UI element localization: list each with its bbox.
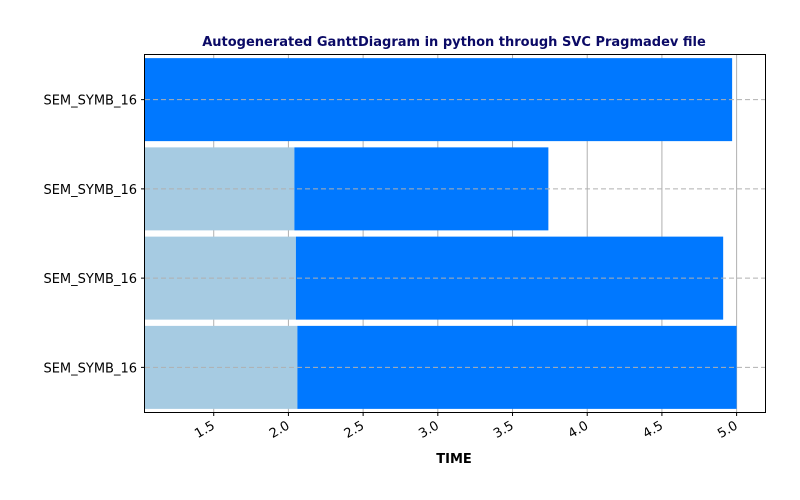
x-axis-label: TIME bbox=[436, 452, 472, 467]
y-grid bbox=[145, 99, 765, 368]
y-tick-label: SEM_SYMB_16 bbox=[43, 94, 137, 109]
y-tick-label: SEM_SYMB_16 bbox=[43, 361, 137, 376]
plot-frame bbox=[144, 54, 766, 413]
chart-title: Autogenerated GanttDiagram in python thr… bbox=[202, 35, 706, 50]
y-tick-label: SEM_SYMB_16 bbox=[43, 183, 137, 198]
y-tick-label: SEM_SYMB_16 bbox=[43, 272, 137, 287]
y-axis-ticks: SEM_SYMB_16 SEM_SYMB_16 SEM_SYMB_16 SEM_SYM… bbox=[43, 94, 145, 376]
